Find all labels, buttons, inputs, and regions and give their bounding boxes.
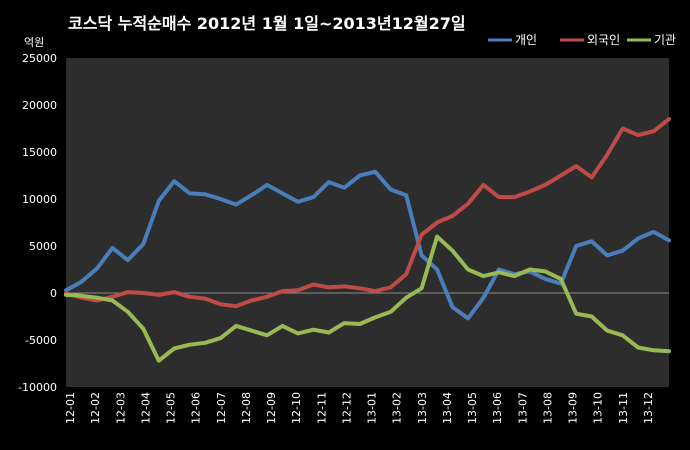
- legend-label: 기관: [654, 33, 676, 47]
- y-tick-label: 10000: [22, 193, 57, 206]
- x-tick-label: 12-04: [139, 392, 152, 424]
- x-tick-label: 13-06: [491, 392, 504, 424]
- y-tick-label: 0: [50, 287, 57, 300]
- legend-label: 외국인: [587, 33, 620, 47]
- y-tick-label: 15000: [22, 146, 57, 159]
- chart-title: 코스닥 누적순매수 2012년 1월 1일~2013년12월27일: [68, 14, 466, 33]
- x-tick-label: 12-03: [114, 392, 127, 424]
- x-tick-label: 13-11: [617, 392, 630, 424]
- plot-background: [66, 58, 669, 387]
- x-tick-label: 12-01: [64, 392, 77, 424]
- x-tick-label: 12-09: [265, 392, 278, 424]
- y-tick-label: 25000: [22, 52, 57, 65]
- x-tick-label: 12-10: [290, 392, 303, 424]
- x-tick-label: 12-12: [340, 392, 353, 424]
- x-tick-label: 13-10: [592, 392, 605, 424]
- series-line-개인: [64, 169, 671, 321]
- x-tick-label: 13-02: [391, 392, 404, 424]
- x-tick-label: 13-07: [516, 392, 529, 424]
- x-tick-label: 13-05: [466, 392, 479, 424]
- y-axis-ticks: 25000 20000 15000 10000 5000 0 -5000 -10000: [18, 52, 57, 394]
- series-lines: [64, 117, 671, 363]
- series-line-외국인: [64, 117, 671, 309]
- x-tick-label: 12-11: [315, 392, 328, 424]
- y-tick-label: -5000: [25, 334, 57, 347]
- y-tick-label: 20000: [22, 99, 57, 112]
- y-tick-label: 5000: [29, 240, 57, 253]
- y-tick-label: -10000: [18, 381, 57, 394]
- x-tick-label: 13-08: [541, 392, 554, 424]
- x-tick-label: 12-02: [89, 392, 102, 424]
- x-tick-label: 13-01: [366, 392, 379, 424]
- plot-area: [66, 58, 669, 387]
- y-unit-label: 억원: [24, 36, 44, 49]
- legend: 개인 외국인 기관: [488, 33, 676, 47]
- x-tick-label: 12-07: [215, 392, 228, 424]
- legend-label: 개인: [515, 33, 537, 47]
- x-tick-label: 12-08: [240, 392, 253, 424]
- x-axis-ticks: 12-01 12-02 12-03 12-04 12-05 12-06 12-07 12-08…: [64, 392, 655, 424]
- x-tick-label: 13-04: [441, 392, 454, 424]
- x-tick-label: 12-06: [190, 392, 203, 424]
- x-tick-label: 13-12: [642, 392, 655, 424]
- series-line-기관: [64, 234, 671, 363]
- x-tick-label: 12-05: [165, 392, 178, 424]
- x-tick-label: 13-09: [567, 392, 580, 424]
- x-tick-label: 13-03: [416, 392, 429, 424]
